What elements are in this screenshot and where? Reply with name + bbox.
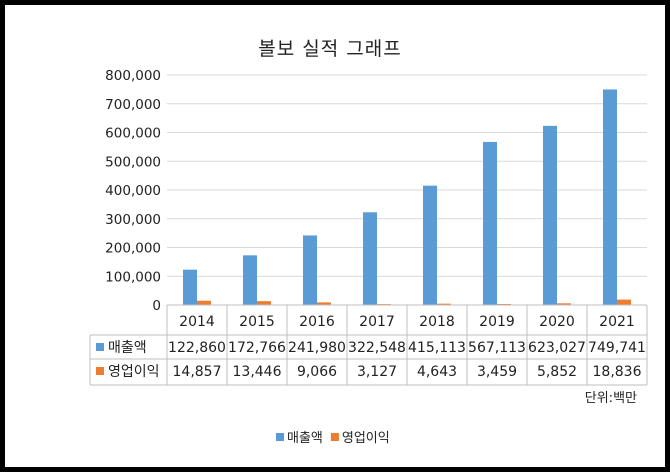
bar-revenue-2020: [543, 125, 557, 306]
x-tick-label: 2016: [299, 314, 335, 330]
y-tick-label: 200,000: [105, 241, 161, 257]
table-cell: 567,113: [468, 340, 526, 356]
x-tick-label: 2020: [539, 314, 575, 330]
legend-label: 영업이익: [342, 431, 390, 446]
table-cell: 415,113: [408, 340, 466, 356]
bar-revenue-2014: [183, 269, 197, 305]
table-cell: 172,766: [228, 340, 286, 356]
x-tick-label: 2017: [359, 314, 395, 330]
bar-revenue-2021: [603, 89, 617, 305]
table-cell: 13,446: [233, 364, 282, 380]
table-cell: 14,857: [173, 364, 222, 380]
y-tick-label: 700,000: [105, 97, 161, 113]
table-cell: 4,643: [417, 364, 457, 380]
table-cell: 241,980: [288, 340, 346, 356]
y-tick-label: 300,000: [105, 212, 161, 228]
table-cell: 5,852: [537, 364, 577, 380]
bar-revenue-2018: [423, 185, 437, 305]
y-tick-label: 500,000: [105, 154, 161, 170]
table-cell: 18,836: [593, 364, 642, 380]
chart-frame: 볼보 실적 그래프 0 100,000 200,000 300,000 400,000 5…: [5, 5, 665, 467]
bar-operating-profit-2015: [257, 301, 271, 305]
table-row-label: 매출액: [108, 340, 147, 356]
bars: [183, 89, 631, 306]
bar-revenue-2016: [303, 235, 317, 305]
bar-operating-profit-2014: [197, 300, 211, 305]
bar-revenue-2015: [243, 255, 257, 305]
table-cell: 9,066: [297, 364, 337, 380]
chart-title: 볼보 실적 그래프: [258, 38, 401, 60]
table-cell: 749,741: [588, 340, 646, 356]
y-tick-label: 600,000: [105, 126, 161, 142]
legend-label: 매출액: [287, 431, 323, 446]
x-tick-label: 2015: [239, 314, 275, 330]
y-tick-label: 100,000: [105, 269, 161, 285]
data-table: 2014 2015 2016 2017 2018 2019 2020 2021 매출액 122,8…: [89, 304, 648, 386]
bar-operating-profit-2021: [617, 299, 631, 305]
unit-note: 단위:백만: [585, 391, 637, 406]
x-tick-label: 2019: [479, 314, 515, 330]
table-cell: 3,459: [477, 364, 517, 380]
bar-revenue-2017: [363, 212, 377, 305]
y-axis-ticks: 0 100,000 200,000 300,000 400,000 500,000 600,…: [105, 68, 161, 314]
legend-swatch: [276, 433, 284, 441]
table-swatch: [96, 367, 104, 375]
table-swatch: [96, 343, 104, 351]
table-cell: 3,127: [357, 364, 397, 380]
x-tick-label: 2018: [419, 314, 455, 330]
table-cell: 122,860: [168, 340, 226, 356]
table-cell: 322,548: [348, 340, 406, 356]
bar-operating-profit-2020: [557, 303, 571, 305]
y-tick-label: 0: [152, 298, 161, 314]
chart-svg: 볼보 실적 그래프 0 100,000 200,000 300,000 400,000 5…: [89, 38, 648, 446]
table-cell: 623,027: [528, 340, 586, 356]
bar-operating-profit-2016: [317, 302, 331, 305]
legend-swatch: [330, 433, 339, 441]
y-tick-label: 800,000: [105, 68, 161, 84]
y-tick-label: 400,000: [105, 183, 161, 199]
bar-operating-profit-2018: [437, 303, 451, 305]
table-row-label: 영업이익: [108, 364, 160, 380]
x-tick-label: 2021: [599, 314, 635, 330]
x-tick-label: 2014: [179, 314, 215, 330]
legend: 매출액 영업이익: [276, 431, 390, 446]
bar-revenue-2019: [483, 141, 497, 305]
gridlines: [167, 74, 647, 306]
